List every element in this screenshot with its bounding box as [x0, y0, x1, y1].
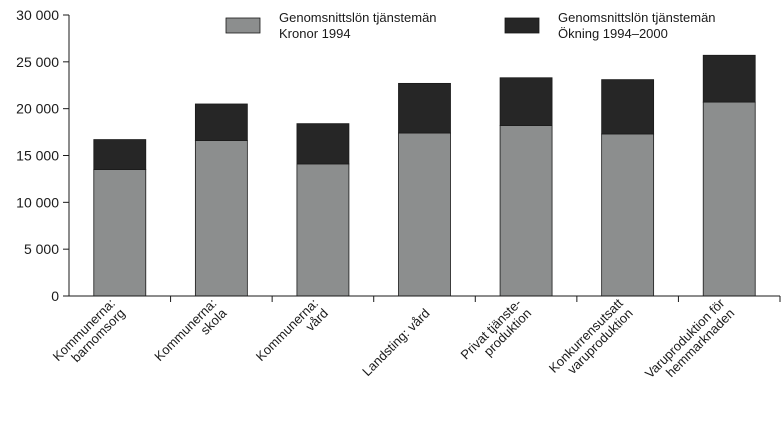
x-category-label: Kommunerna:vård	[253, 296, 331, 374]
y-tick-label: 25 000	[16, 54, 59, 70]
x-category-label: Varuproduktion förhemmarknaden	[642, 295, 738, 391]
y-tick-label: 0	[51, 288, 59, 304]
x-category-label: Konkurrensutsattvaruproduktion	[546, 295, 636, 385]
x-category-label: Landsting: vård	[359, 306, 432, 379]
x-category-label: Privat tjänste-produktion	[457, 296, 534, 373]
bar-base-segment	[93, 169, 147, 297]
bar-increase-segment	[194, 103, 248, 141]
y-tick-label: 15 000	[16, 148, 59, 164]
x-category-label: Kommunerna:barnomsorg	[50, 296, 128, 374]
y-tick-label: 30 000	[16, 7, 59, 23]
bar-base-segment	[702, 101, 756, 297]
bar-increase-segment	[601, 79, 655, 135]
x-category-label: Kommunerna:skola	[151, 295, 230, 374]
bar-base-segment	[601, 133, 655, 297]
bar-base-segment	[398, 132, 451, 297]
y-tick-label: 5 000	[24, 241, 59, 257]
legend: Genomsnittslön tjänstemän Kronor 1994 Geno…	[225, 10, 716, 41]
bar-base-segment	[194, 140, 248, 297]
y-tick-label: 10 000	[16, 194, 59, 210]
legend-swatch-increase	[504, 17, 540, 34]
legend-swatch-base	[225, 17, 261, 34]
bar-increase-segment	[296, 123, 350, 165]
legend-label-increase: Genomsnittslön tjänstemän Ökning 1994–200…	[558, 10, 716, 41]
bar-increase-segment	[499, 77, 553, 126]
y-axis: 0 5 000 10 000 15 000 20 000 25 000 30 000	[16, 7, 70, 304]
x-axis: Kommunerna:barnomsorg Kommunerna:skola Kom…	[50, 295, 781, 391]
bar-increase-segment	[93, 139, 147, 170]
legend-label-base: Genomsnittslön tjänstemän Kronor 1994	[279, 10, 437, 41]
bars	[93, 54, 756, 297]
bar-base-segment	[296, 163, 350, 297]
bar-base-segment	[499, 125, 553, 297]
bar-increase-segment	[398, 82, 451, 134]
bar-increase-segment	[702, 54, 756, 103]
y-tick-label: 20 000	[16, 101, 59, 117]
